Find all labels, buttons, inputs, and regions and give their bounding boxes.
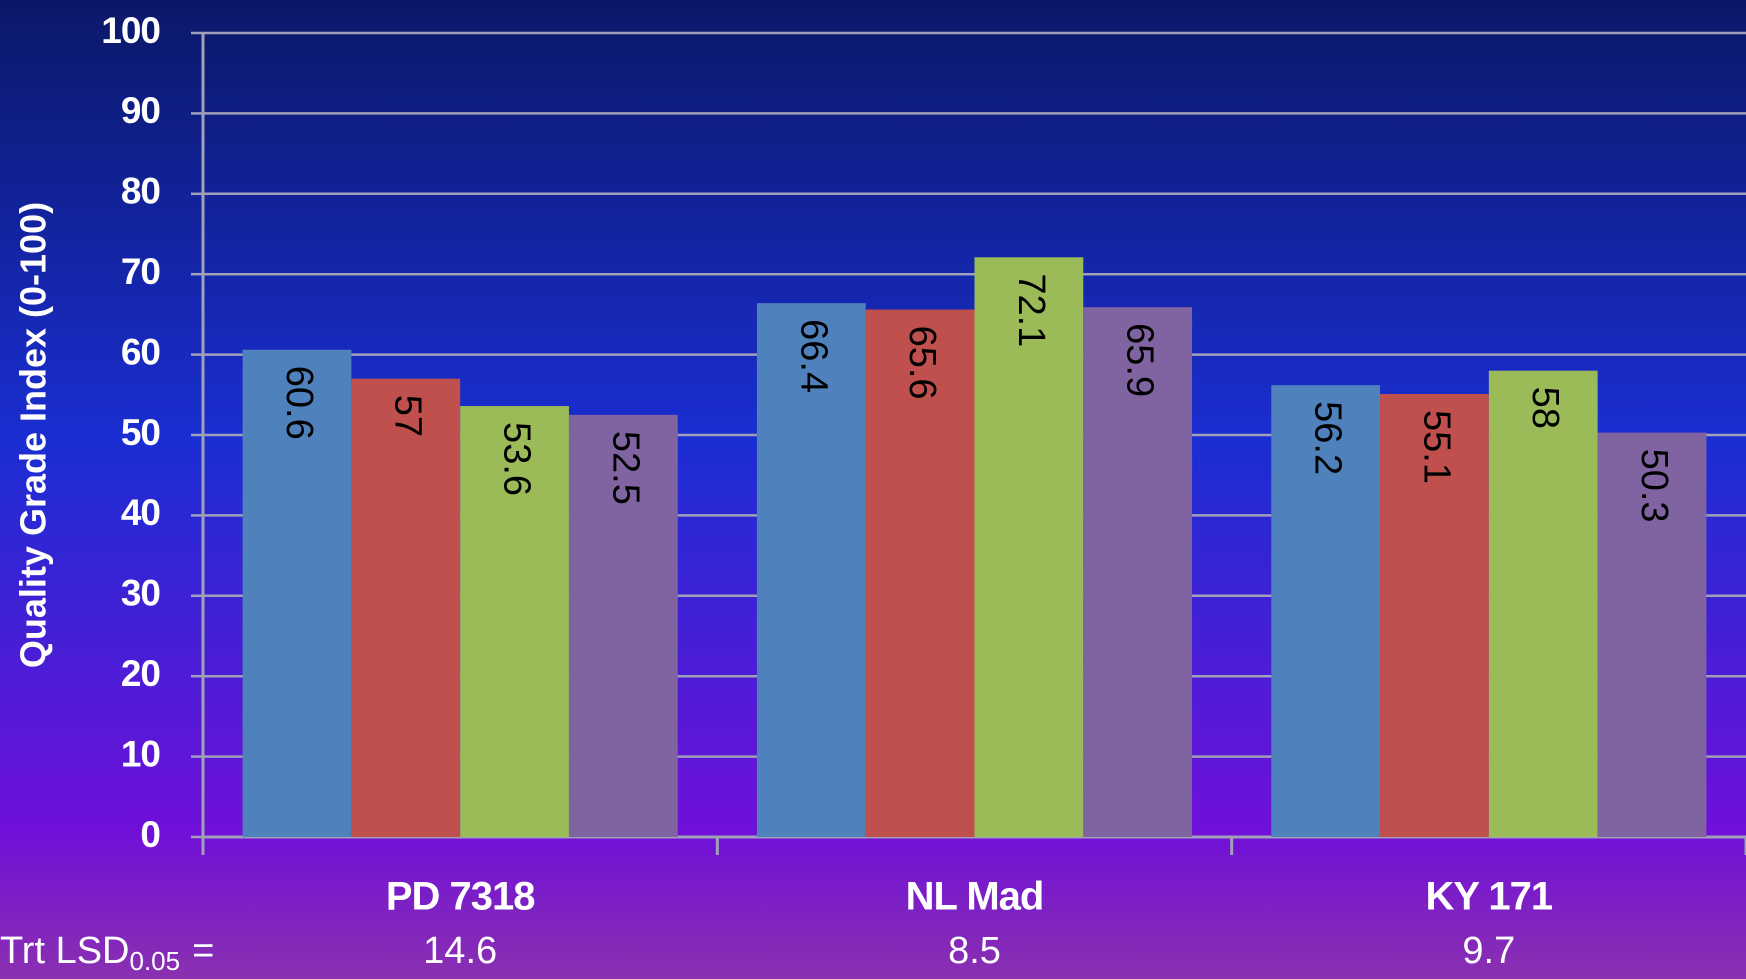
bar <box>1271 385 1381 837</box>
y-tick-label: 40 <box>121 492 161 533</box>
y-tick-label: 50 <box>121 412 161 453</box>
y-tick-label: 20 <box>121 653 161 694</box>
lsd-label: Trt LSD0.05 = <box>0 930 214 976</box>
y-axis-title: Quality Grade Index (0-100) <box>13 202 54 668</box>
y-tick-label: 70 <box>121 251 161 292</box>
y-tick-label: 100 <box>101 10 160 51</box>
lsd-text: Trt LSD <box>0 930 130 972</box>
lsd-subscript: 0.05 <box>130 946 181 976</box>
y-tick-label: 0 <box>140 814 160 855</box>
value-label: 57 <box>387 395 429 437</box>
value-label: 52.5 <box>604 431 646 505</box>
value-label: 65.9 <box>1119 323 1161 397</box>
y-tick-label: 90 <box>121 90 161 131</box>
bar <box>351 378 461 837</box>
bar <box>1083 307 1193 837</box>
y-tick-label: 80 <box>121 171 161 212</box>
value-label: 50.3 <box>1633 449 1675 523</box>
value-label: 66.4 <box>792 319 834 393</box>
lsd-value: 14.6 <box>423 930 497 972</box>
y-tick-label: 10 <box>121 733 161 774</box>
bar <box>1597 432 1707 837</box>
bar <box>756 303 866 837</box>
x-tick-label: NL Mad <box>906 875 1044 919</box>
bar <box>242 349 352 837</box>
value-label: 58 <box>1524 387 1566 429</box>
value-label: 72.1 <box>1010 273 1052 347</box>
value-label: 55.1 <box>1415 410 1457 484</box>
value-label: 53.6 <box>496 422 538 496</box>
y-tick-label: 60 <box>121 331 161 372</box>
bar <box>460 406 569 837</box>
value-label: 56.2 <box>1307 401 1349 475</box>
y-tick-label: 30 <box>121 573 161 614</box>
lsd-equals: = <box>192 930 214 972</box>
value-label: 65.6 <box>901 326 943 400</box>
x-tick-label: PD 7318 <box>386 875 535 919</box>
bar <box>1380 393 1489 837</box>
value-label: 60.6 <box>278 366 320 440</box>
bar <box>1488 370 1598 837</box>
bar <box>865 309 975 837</box>
x-tick-label: KY 171 <box>1425 875 1552 919</box>
lsd-value: 8.5 <box>948 930 1001 972</box>
bar <box>974 257 1084 837</box>
bar <box>568 414 678 837</box>
lsd-value: 9.7 <box>1462 930 1515 972</box>
